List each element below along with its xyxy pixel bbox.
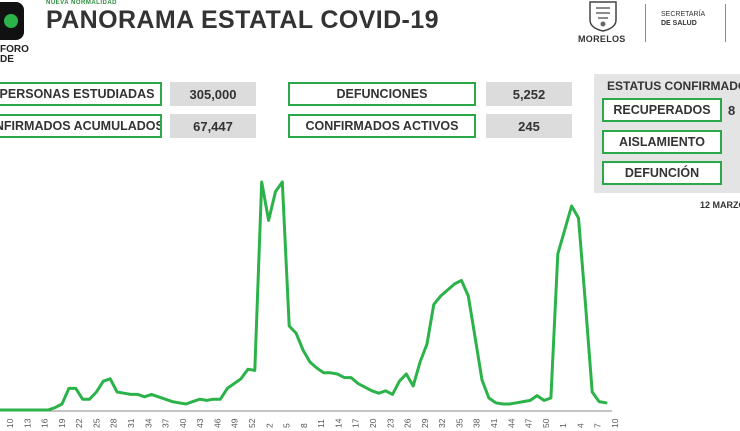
- x-tick-label: 40: [178, 418, 188, 428]
- personas-estudiadas-label: PERSONAS ESTUDIADAS: [0, 82, 162, 106]
- x-tick-label: 32: [437, 418, 447, 428]
- semaforo-label-1: FORO: [0, 44, 29, 55]
- x-tick-label: 16: [40, 418, 50, 428]
- x-tick-label: 52: [247, 418, 257, 428]
- x-tick-label: 23: [385, 418, 395, 428]
- x-tick-label: 19: [57, 418, 67, 428]
- x-tick-label: 17: [351, 418, 361, 428]
- x-tick-label: 34: [143, 418, 153, 428]
- x-tick-label: 14: [333, 418, 343, 428]
- secretaria-logo: SECRETARÍA DE SALUD: [661, 10, 705, 28]
- x-tick-label: 50: [541, 418, 551, 428]
- x-tick-label: 31: [126, 418, 136, 428]
- x-tick-label: 22: [74, 418, 84, 428]
- x-tick-label: 20: [368, 418, 378, 428]
- recuperados-value: 8: [728, 103, 736, 118]
- x-tick-label: 41: [489, 418, 499, 428]
- aislamiento-label: AISLAMIENTO: [602, 130, 722, 154]
- x-tick-label: 4: [575, 423, 585, 428]
- x-tick-label: 47: [524, 418, 534, 428]
- defunciones-label: DEFUNCIONES: [288, 82, 476, 106]
- defuncion-label: DEFUNCIÓN: [602, 161, 722, 185]
- x-tick-label: 28: [109, 418, 119, 428]
- x-tick-label: 46: [212, 418, 222, 428]
- morelos-label: MORELOS: [578, 34, 626, 44]
- semaforo-box: [0, 2, 24, 40]
- x-tick-label: 43: [195, 418, 205, 428]
- secretaria-line-1: SECRETARÍA: [661, 11, 706, 18]
- header-divider: [645, 4, 646, 42]
- x-tick-label: 10: [610, 418, 620, 428]
- x-tick-label: 44: [506, 418, 516, 428]
- recuperados-label: RECUPERADOS: [602, 98, 722, 122]
- semaforo-badge: FORO DE: [0, 0, 29, 65]
- x-tick-label: 49: [230, 418, 240, 428]
- x-tick-label: 13: [22, 418, 32, 428]
- x-tick-label: 26: [403, 418, 413, 428]
- confirmados-acumulados-label: CONFIRMADOS ACUMULADOS: [0, 114, 162, 138]
- page-title: PANORAMA ESTATAL COVID-19: [46, 6, 439, 34]
- series-line: [0, 180, 608, 412]
- status-title: ESTATUS CONFIRMADOS: [607, 79, 740, 93]
- x-tick-label: 5: [282, 423, 292, 428]
- x-tick-label: 11: [316, 419, 326, 428]
- defunciones-value: 5,252: [486, 82, 572, 106]
- morelos-seal-icon: [589, 1, 617, 32]
- x-tick-label: 35: [454, 418, 464, 428]
- x-ticks: 10 13 16 19 22 25 28 31 34 37 40 43 46 49 52 2 5 8 11 14 17 2…: [5, 418, 620, 428]
- x-tick-label: 38: [472, 418, 482, 428]
- x-tick-label: 7: [593, 423, 603, 428]
- confirmados-activos-label: CONFIRMADOS ACTIVOS: [288, 114, 476, 138]
- header-kicker: NUEVA NORMALIDAD: [46, 0, 117, 6]
- x-tick-label: 25: [91, 418, 101, 428]
- header-divider-2: [725, 4, 726, 42]
- x-tick-label: 37: [161, 418, 171, 428]
- semaforo-label-2: DE: [0, 54, 14, 65]
- report-date: 12 MARZO: [700, 200, 740, 210]
- confirmados-activos-value: 245: [486, 114, 572, 138]
- x-tick-label: 10: [5, 418, 15, 428]
- personas-estudiadas-value: 305,000: [170, 82, 256, 106]
- green-light-icon: [4, 14, 18, 28]
- x-tick-label: 29: [420, 418, 430, 428]
- secretaria-line-2: DE SALUD: [661, 20, 697, 27]
- x-tick-label: 2: [264, 423, 274, 428]
- x-tick-label: 1: [558, 423, 568, 428]
- x-tick-label: 8: [299, 423, 309, 428]
- confirmados-acumulados-value: 67,447: [170, 114, 256, 138]
